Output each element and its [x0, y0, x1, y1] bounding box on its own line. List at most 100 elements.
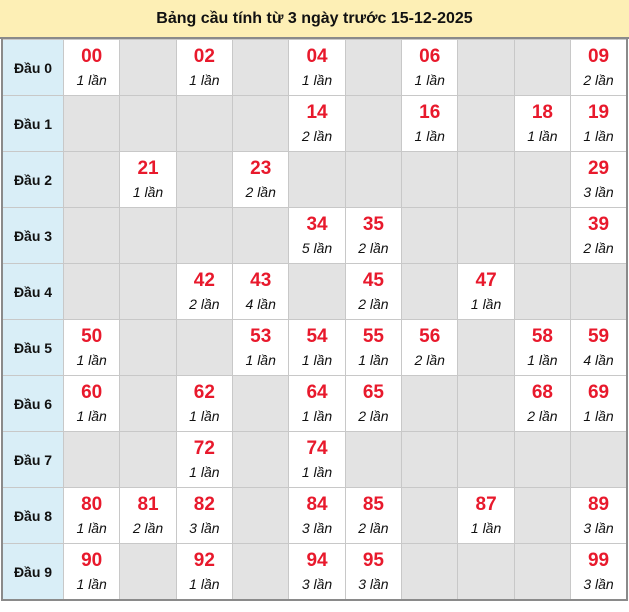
row-label: Đầu 8 — [1, 487, 64, 544]
number-cell: 39 2 lần — [570, 207, 628, 264]
occurrence-count: 1 lần — [414, 71, 445, 88]
number-cell: 42 2 lần — [175, 263, 234, 320]
empty-cell — [401, 487, 459, 544]
occurrence-count: 3 lần — [583, 183, 614, 200]
occurrence-count: 1 lần — [76, 407, 107, 424]
empty-cell — [344, 39, 403, 96]
empty-cell — [401, 263, 459, 320]
number-value: 47 — [475, 269, 497, 291]
number-cell: 58 1 lần — [513, 319, 572, 376]
number-value: 42 — [193, 269, 215, 291]
number-value: 80 — [81, 493, 103, 515]
occurrence-count: 3 lần — [583, 519, 614, 536]
empty-cell — [232, 487, 290, 544]
row-label: Đầu 4 — [1, 263, 64, 320]
table-row: Đầu 6 60 1 lần 62 1 lần 64 1 lần 65 2 lần 68 2 lần… — [1, 375, 628, 432]
occurrence-count: 3 lần — [358, 575, 389, 592]
occurrence-count: 1 lần — [414, 127, 445, 144]
empty-cell — [119, 431, 177, 488]
empty-cell — [401, 151, 459, 208]
number-cell: 55 1 lần — [344, 319, 403, 376]
occurrence-count: 1 lần — [470, 295, 502, 312]
empty-cell — [401, 431, 459, 488]
occurrence-count: 2 lần — [132, 519, 164, 536]
number-cell: 45 2 lần — [344, 263, 403, 320]
number-cell: 02 1 lần — [175, 39, 234, 96]
occurrence-count: 2 lần — [583, 71, 614, 88]
empty-cell — [232, 375, 290, 432]
number-value: 06 — [419, 45, 441, 67]
occurrence-count: 1 lần — [301, 463, 333, 480]
row-label: Đầu 7 — [1, 431, 64, 488]
number-value: 21 — [137, 157, 159, 179]
number-cell: 04 1 lần — [288, 39, 346, 96]
occurrence-count: 1 lần — [189, 71, 220, 88]
number-cell: 65 2 lần — [344, 375, 403, 432]
table-row: Đầu 3 34 5 lần 35 2 lần 39 2 lần — [1, 207, 628, 264]
occurrence-count: 3 lần — [301, 575, 333, 592]
occurrence-count: 1 lần — [76, 575, 107, 592]
number-value: 00 — [81, 45, 103, 67]
number-cell: 21 1 lần — [119, 151, 177, 208]
number-cell: 92 1 lần — [175, 543, 234, 601]
row-label: Đầu 0 — [1, 39, 64, 96]
number-cell: 18 1 lần — [513, 95, 572, 152]
number-value: 82 — [193, 493, 215, 515]
empty-cell — [288, 151, 346, 208]
row-label: Đầu 2 — [1, 151, 64, 208]
number-value: 81 — [137, 493, 159, 515]
empty-cell — [513, 151, 572, 208]
number-value: 35 — [362, 213, 384, 235]
empty-cell — [457, 319, 515, 376]
number-value: 58 — [531, 325, 553, 347]
number-value: 72 — [193, 437, 215, 459]
number-value: 95 — [362, 549, 384, 571]
number-value: 90 — [81, 549, 103, 571]
empty-cell — [457, 431, 515, 488]
empty-cell — [513, 543, 572, 601]
number-value: 55 — [362, 325, 384, 347]
empty-cell — [232, 431, 290, 488]
empty-cell — [513, 263, 572, 320]
number-cell: 53 1 lần — [232, 319, 290, 376]
empty-cell — [232, 95, 290, 152]
row-label: Đầu 6 — [1, 375, 64, 432]
number-cell: 60 1 lần — [62, 375, 121, 432]
number-cell: 68 2 lần — [513, 375, 572, 432]
number-value: 68 — [531, 381, 553, 403]
occurrence-count: 2 lần — [358, 407, 389, 424]
occurrence-count: 3 lần — [189, 519, 220, 536]
row-label: Đầu 3 — [1, 207, 64, 264]
empty-cell — [62, 95, 121, 152]
number-value: 92 — [193, 549, 215, 571]
table-row: Đầu 8 80 1 lần 81 2 lần 82 3 lần 84 3 lần 85 2 lần… — [1, 487, 628, 544]
occurrence-count: 1 lần — [189, 407, 220, 424]
number-value: 64 — [306, 381, 328, 403]
number-cell: 72 1 lần — [175, 431, 234, 488]
row-label: Đầu 9 — [1, 543, 64, 601]
number-value: 62 — [193, 381, 215, 403]
occurrence-count: 1 lần — [527, 351, 558, 368]
occurrence-count: 3 lần — [301, 519, 333, 536]
empty-cell — [62, 151, 121, 208]
number-cell: 89 3 lần — [570, 487, 628, 544]
empty-cell — [513, 487, 572, 544]
number-cell: 06 1 lần — [401, 39, 459, 96]
number-cell: 85 2 lần — [344, 487, 403, 544]
number-cell: 35 2 lần — [344, 207, 403, 264]
empty-cell — [457, 151, 515, 208]
occurrence-count: 1 lần — [189, 463, 220, 480]
number-cell: 23 2 lần — [232, 151, 290, 208]
occurrence-count: 2 lần — [358, 239, 389, 256]
empty-cell — [119, 263, 177, 320]
empty-cell — [232, 543, 290, 601]
occurrence-count: 2 lần — [527, 407, 558, 424]
empty-cell — [457, 207, 515, 264]
occurrence-count: 1 lần — [583, 127, 614, 144]
empty-cell — [62, 263, 121, 320]
number-cell: 00 1 lần — [62, 39, 121, 96]
occurrence-count: 2 lần — [189, 295, 220, 312]
number-value: 84 — [306, 493, 328, 515]
number-value: 89 — [587, 493, 610, 515]
